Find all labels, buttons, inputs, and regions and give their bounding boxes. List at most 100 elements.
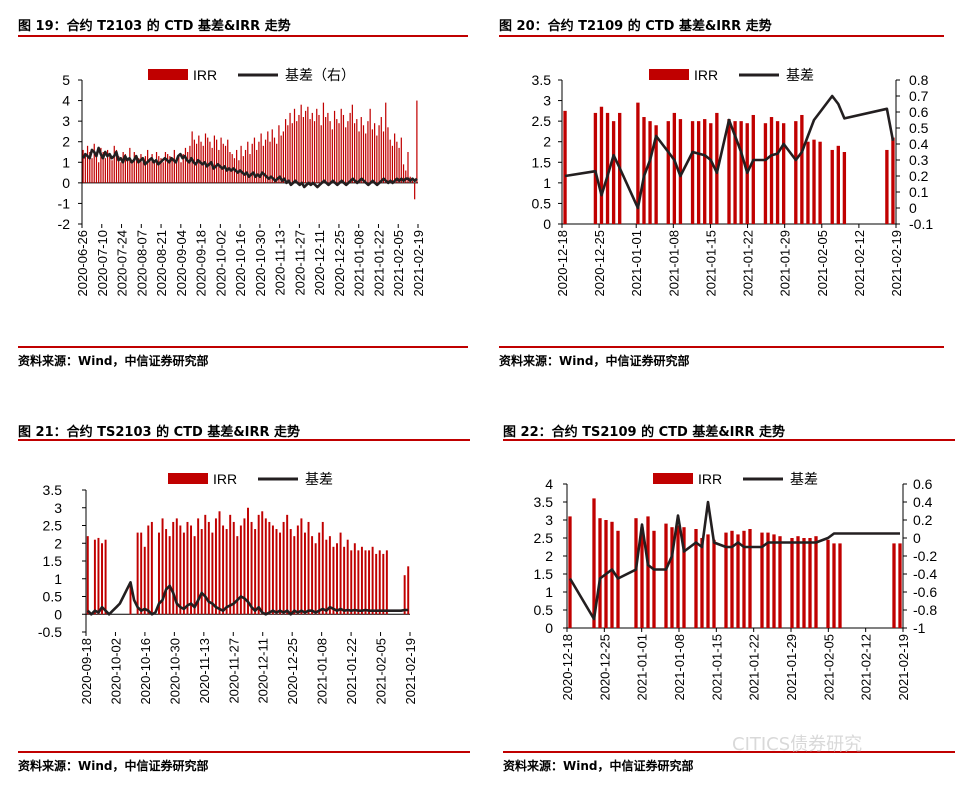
y2-tick-label: -1 bbox=[913, 620, 926, 636]
y-tick-label: 1 bbox=[545, 584, 553, 600]
y-tick-label: 1.5 bbox=[532, 154, 552, 170]
irr-bar bbox=[832, 543, 836, 628]
y2-tick-label: -0.8 bbox=[913, 602, 937, 618]
irr-bar bbox=[254, 529, 257, 615]
x-tick-label: 2021-02-12 bbox=[859, 634, 874, 701]
irr-bar bbox=[730, 530, 734, 628]
legend-label-irr: IRR bbox=[694, 67, 718, 83]
y-tick-label: 3 bbox=[54, 500, 62, 516]
irr-bar bbox=[150, 521, 153, 615]
irr-bar bbox=[648, 121, 652, 224]
irr-bar bbox=[249, 154, 251, 183]
irr-bar bbox=[82, 149, 84, 183]
irr-bar bbox=[142, 162, 144, 183]
irr-bar bbox=[200, 529, 203, 615]
irr-bar bbox=[751, 114, 755, 224]
irr-bar bbox=[760, 532, 764, 628]
irr-bar bbox=[378, 125, 380, 183]
y-tick-label: 1 bbox=[543, 175, 551, 191]
irr-bar bbox=[376, 135, 378, 183]
chart-title-fig19: 图 19：合约 T2103 的 CTD 基差&IRR 走势 bbox=[18, 19, 291, 34]
irr-bar bbox=[129, 147, 131, 183]
irr-bar bbox=[343, 546, 346, 615]
irr-bar bbox=[104, 539, 107, 615]
legend-label-irr: IRR bbox=[698, 471, 722, 487]
irr-bar bbox=[351, 104, 353, 183]
irr-bar bbox=[220, 137, 222, 183]
irr-bar bbox=[703, 119, 707, 224]
irr-bar bbox=[296, 525, 299, 615]
irr-bar bbox=[289, 112, 291, 183]
y2-tick-label: 0.7 bbox=[909, 88, 929, 104]
y-tick-label: 3.5 bbox=[534, 494, 554, 510]
x-tick-label: 2020-12-11 bbox=[312, 230, 327, 296]
irr-bar bbox=[818, 141, 822, 224]
y2-tick-label: -0.6 bbox=[913, 584, 937, 600]
y2-tick-label: -0.1 bbox=[909, 216, 933, 232]
irr-bar bbox=[646, 516, 650, 628]
x-tick-label: 2021-01-22 bbox=[747, 634, 762, 701]
irr-bar bbox=[670, 527, 674, 628]
x-tick-label: 2020-10-30 bbox=[253, 230, 268, 297]
irr-bar bbox=[806, 141, 810, 224]
irr-bar bbox=[111, 160, 113, 183]
irr-bar bbox=[891, 137, 895, 224]
irr-bar bbox=[416, 100, 418, 183]
irr-bar bbox=[318, 114, 320, 183]
irr-bar bbox=[690, 121, 695, 224]
x-tick-label: 2020-09-18 bbox=[79, 638, 94, 705]
irr-bar bbox=[278, 125, 280, 183]
irr-bar bbox=[696, 121, 701, 224]
y-tick-label: 2.5 bbox=[43, 518, 63, 534]
irr-bar bbox=[140, 532, 143, 615]
irr-bar bbox=[592, 498, 596, 628]
x-tick-label: 2020-12-11 bbox=[256, 638, 271, 704]
x-tick-label: 2021-02-19 bbox=[889, 230, 904, 297]
irr-bar bbox=[258, 141, 260, 183]
irr-bar bbox=[264, 518, 267, 615]
irr-bar bbox=[242, 156, 244, 183]
x-tick-label: 2020-10-02 bbox=[108, 638, 123, 705]
irr-bar bbox=[229, 514, 232, 615]
irr-bar bbox=[93, 143, 95, 183]
y2-tick-label: 0.2 bbox=[909, 168, 929, 184]
y2-tick-label: 0.8 bbox=[909, 72, 929, 88]
legend-label-basis: 基差（右） bbox=[285, 67, 355, 83]
irr-bar bbox=[842, 152, 847, 224]
irr-bar bbox=[162, 162, 164, 183]
x-tick-label: 2021-02-19 bbox=[403, 638, 418, 705]
irr-bar bbox=[378, 550, 381, 615]
irr-bar bbox=[652, 530, 656, 628]
irr-bar bbox=[115, 149, 118, 183]
irr-bar bbox=[407, 566, 410, 615]
irr-bar bbox=[712, 539, 716, 628]
x-tick-label: 2021-01-08 bbox=[672, 634, 687, 701]
irr-bar bbox=[407, 152, 409, 183]
y-tick-label: 2.5 bbox=[534, 530, 554, 546]
irr-bar bbox=[342, 114, 345, 183]
y2-tick-label: -0.2 bbox=[913, 548, 937, 564]
irr-bar bbox=[193, 536, 196, 615]
irr-bar bbox=[727, 119, 731, 224]
irr-bar bbox=[327, 112, 329, 183]
legend-label-basis: 基差 bbox=[790, 471, 818, 487]
x-tick-label: 2020-08-21 bbox=[154, 230, 169, 297]
y-tick-label: 0.5 bbox=[43, 589, 63, 605]
irr-bar bbox=[763, 123, 768, 224]
title-rule bbox=[503, 439, 955, 441]
x-tick-label: 2020-10-02 bbox=[213, 230, 228, 297]
y-tick-label: 3.5 bbox=[532, 72, 552, 88]
x-tick-label: 2021-01-08 bbox=[666, 230, 681, 297]
irr-bar bbox=[190, 525, 193, 615]
irr-bar bbox=[182, 154, 184, 183]
x-tick-label: 2020-12-25 bbox=[332, 230, 347, 297]
y2-tick-label: -0.4 bbox=[913, 566, 937, 582]
irr-bar bbox=[273, 137, 276, 183]
irr-bar bbox=[375, 553, 378, 615]
irr-bar bbox=[158, 156, 160, 183]
irr-bar bbox=[279, 532, 282, 615]
basis-line bbox=[564, 94, 895, 210]
x-tick-label: 2020-12-18 bbox=[560, 634, 575, 701]
legend-label-basis: 基差 bbox=[786, 67, 814, 83]
irr-bar bbox=[135, 156, 138, 183]
